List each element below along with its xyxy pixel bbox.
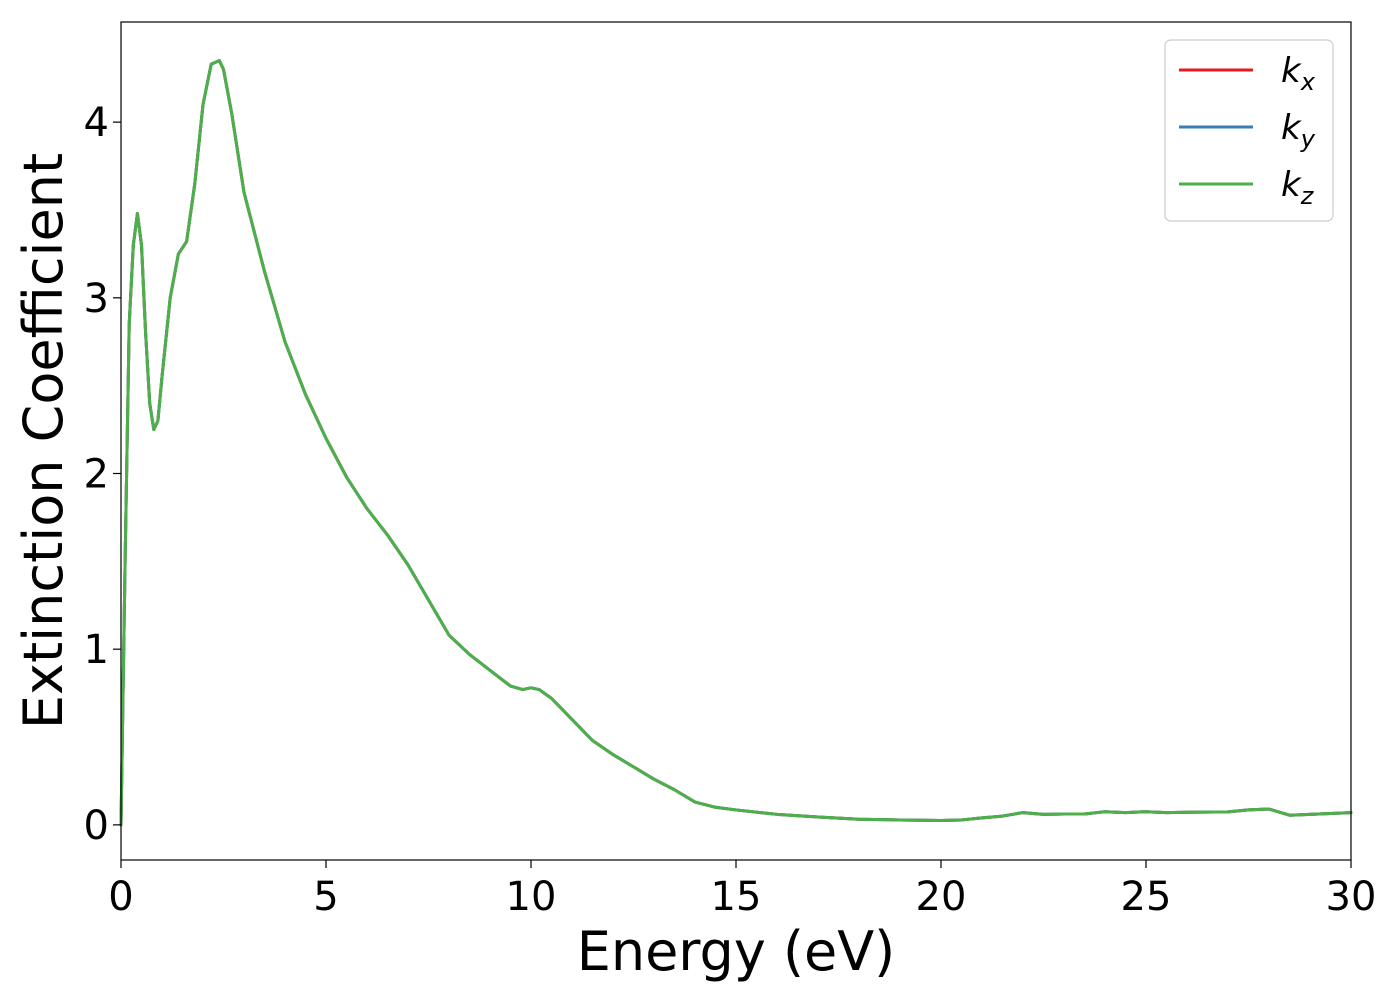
y-tick-label: 0 (84, 803, 109, 849)
y-tick-label: 4 (84, 100, 109, 146)
x-tick-label: 0 (108, 874, 133, 920)
series-line-kz (119, 59, 1353, 827)
x-tick-label: 20 (916, 874, 967, 920)
y-axis-title: Extinction Coefficient (12, 153, 75, 729)
y-tick-label: 1 (84, 627, 109, 673)
x-tick-label: 5 (313, 874, 338, 920)
x-tick-label: 15 (711, 874, 762, 920)
legend-label-kx: kx (1281, 51, 1316, 96)
x-tick-label: 30 (1326, 874, 1377, 920)
y-axis-ticks: 0 1 2 3 4 (84, 100, 121, 849)
x-tick-label: 25 (1121, 874, 1172, 920)
legend-label-ky: ky (1281, 108, 1316, 153)
y-tick-label: 2 (84, 452, 109, 498)
x-tick-label: 10 (506, 874, 557, 920)
x-axis-ticks: 0 5 10 15 20 25 30 (108, 860, 1376, 920)
x-axis-title: Energy (eV) (577, 920, 896, 983)
series-layer (119, 59, 1353, 827)
legend-box (1164, 39, 1334, 222)
y-tick-label: 3 (84, 276, 109, 322)
